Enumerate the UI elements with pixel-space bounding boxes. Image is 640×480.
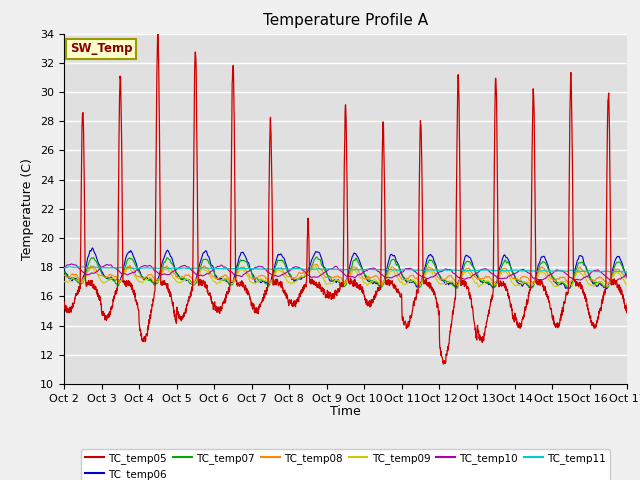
Y-axis label: Temperature (C): Temperature (C) bbox=[22, 158, 35, 260]
X-axis label: Time: Time bbox=[330, 405, 361, 418]
Text: SW_Temp: SW_Temp bbox=[70, 42, 132, 55]
Title: Temperature Profile A: Temperature Profile A bbox=[263, 13, 428, 28]
Legend: TC_temp05, TC_temp06, TC_temp07, TC_temp08, TC_temp09, TC_temp10, TC_temp11: TC_temp05, TC_temp06, TC_temp07, TC_temp… bbox=[81, 449, 610, 480]
